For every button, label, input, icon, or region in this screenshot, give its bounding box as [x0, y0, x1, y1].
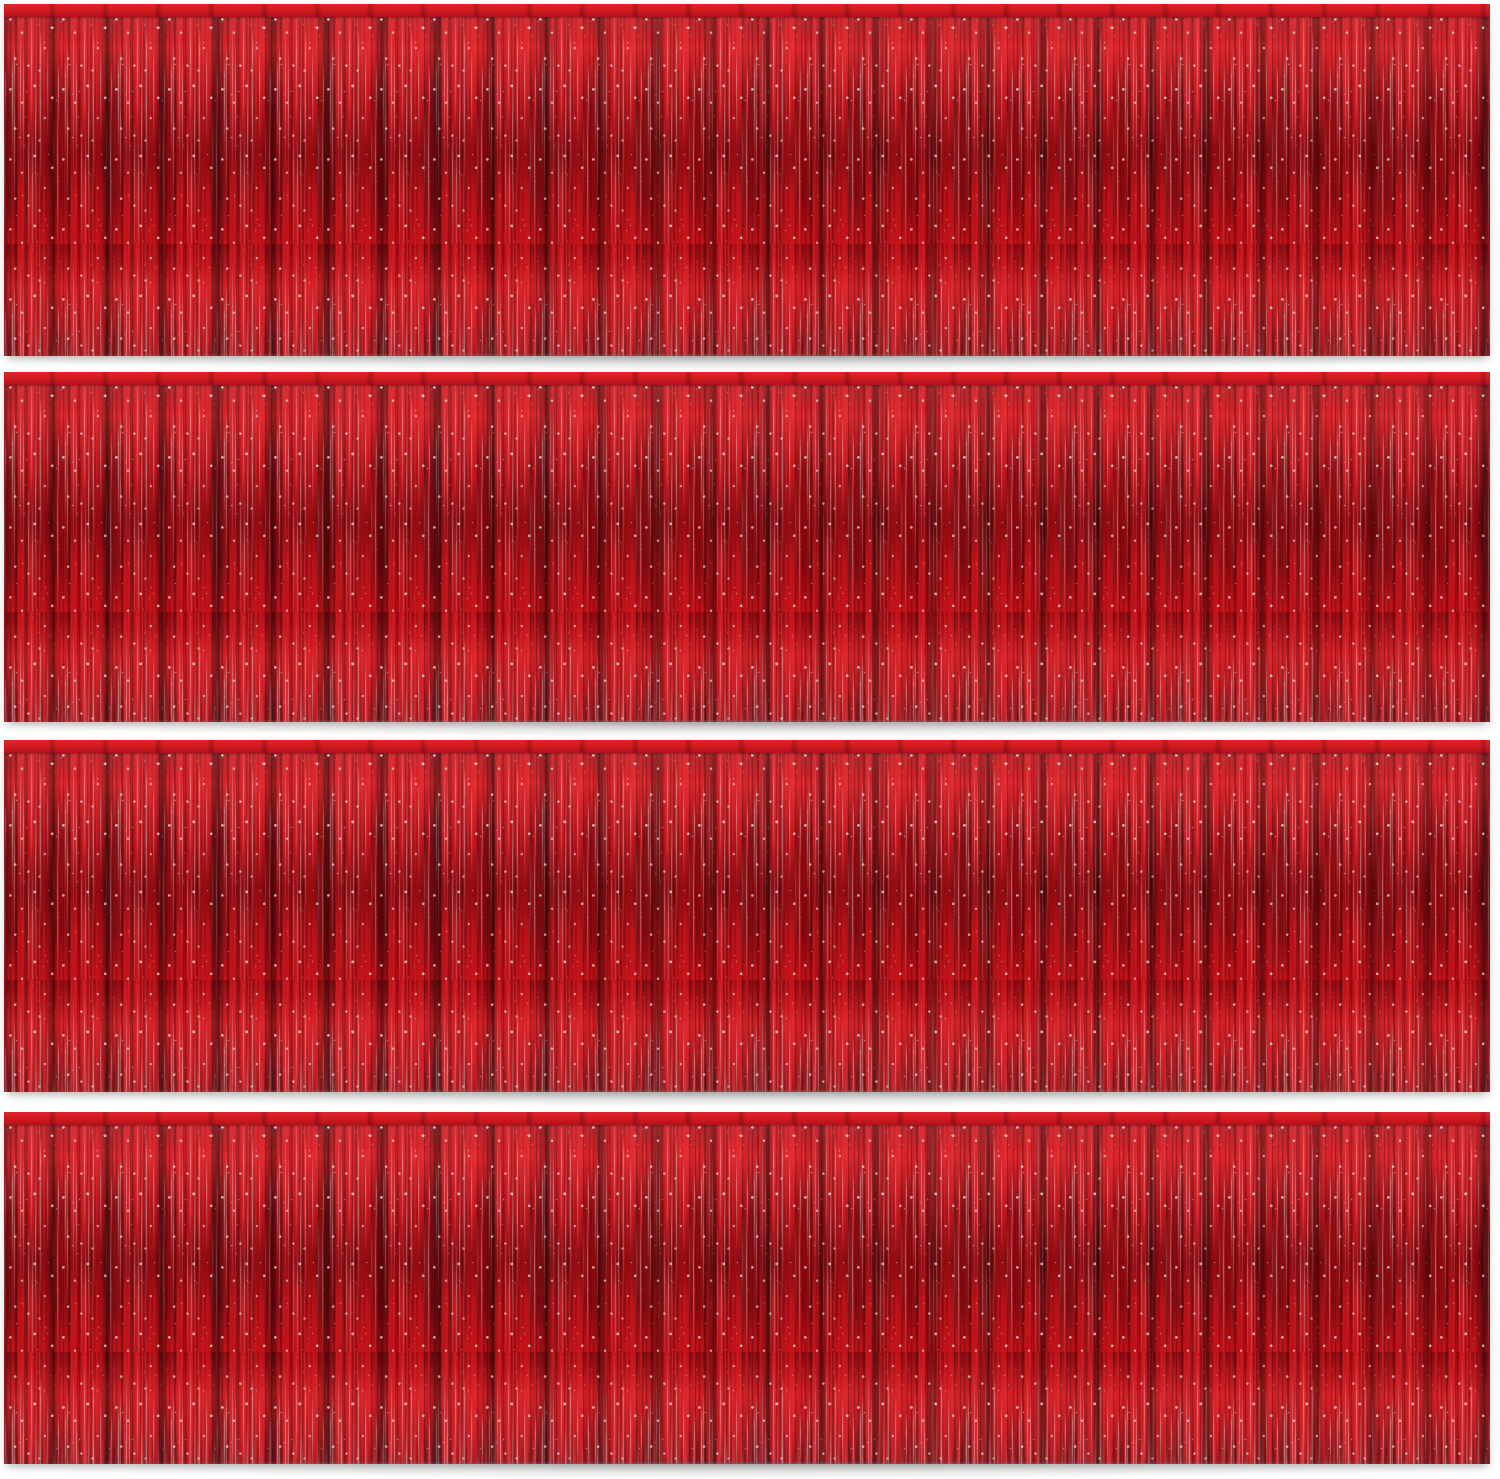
glitter-speckle-overlay	[4, 1112, 1490, 1464]
glitter-speckle-overlay	[4, 372, 1490, 722]
panel-1-drop-shadow	[10, 354, 1484, 370]
fringe-curtain-panel-1	[4, 4, 1490, 356]
fringe-curtain-panel-3	[4, 740, 1490, 1092]
curtain-header-band	[4, 1112, 1490, 1125]
fringe-curtain-panel-4	[4, 1112, 1490, 1464]
panel-2-drop-shadow	[10, 720, 1484, 736]
fringe-curtain-panel-2	[4, 372, 1490, 722]
glitter-speckle-overlay	[4, 4, 1490, 356]
panel-3-drop-shadow	[10, 1090, 1484, 1106]
curtain-header-band	[4, 372, 1490, 385]
panel-4-drop-shadow	[10, 1462, 1484, 1478]
glitter-speckle-overlay	[4, 740, 1490, 1092]
curtain-header-band	[4, 740, 1490, 753]
curtain-header-band	[4, 4, 1490, 17]
